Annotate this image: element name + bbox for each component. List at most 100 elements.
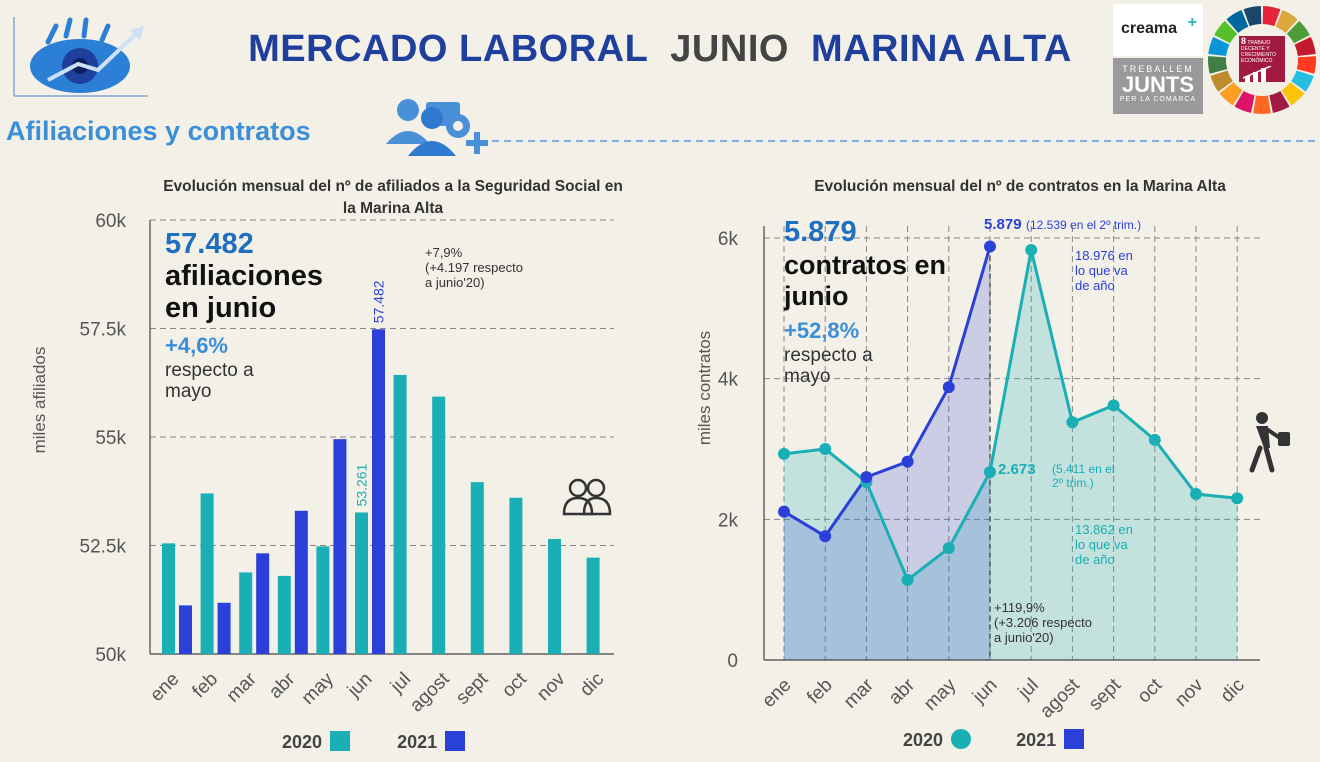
- chart-2-point-2021-jun: [984, 240, 996, 253]
- chart-2-trim-2020-1: (5.411 en el: [1052, 462, 1115, 476]
- chart-1-xtick: sept: [452, 668, 493, 709]
- chart-2-trim-2020: (5.411 en el 2º trim.): [1052, 462, 1115, 490]
- chart-2-ytd-2020-1: 13.862 en: [1075, 522, 1133, 537]
- sdg-wheel-segment: [1210, 70, 1233, 92]
- page-title: MERCADO LABORAL JUNIO MARINA ALTA: [0, 28, 1320, 71]
- chart-2-xtick: nov: [1171, 674, 1208, 711]
- chart-2-line-2021: [783, 246, 992, 539]
- sdg-wheel-segment: [1226, 10, 1249, 33]
- chart-2-ytd-2020-3: de año: [1075, 552, 1115, 567]
- junts-line-1: TREBALLEM: [1122, 64, 1194, 74]
- chart-2-pct-text-1: respecto a: [784, 345, 873, 366]
- chart-1-big-text-2: en junio: [165, 292, 277, 324]
- section-title: Afiliaciones y contratos: [6, 116, 311, 146]
- chart-1-bar-2021-abr: [294, 510, 308, 654]
- chart-2-xtick: abr: [885, 674, 920, 709]
- chart-2-xtick: jun: [968, 675, 1001, 708]
- eye-logo-icon: [13, 17, 148, 97]
- chart-1-xtick: ene: [146, 669, 183, 706]
- junts-line-2: JUNTS: [1121, 72, 1195, 97]
- chart-1-xtick: jun: [343, 669, 376, 702]
- sdg-wheel-segment: [1286, 20, 1310, 44]
- chart-2-ytick: 2k: [718, 510, 739, 531]
- chart-2-ytd-2020: 13.862 en lo que va de año: [1075, 522, 1133, 567]
- chart-1-bar-2021-may: [333, 439, 347, 654]
- chart-1-legend: 2020 2021: [282, 731, 466, 753]
- chart-2-headline: 5.879 contratos en junio +52,8% respecto…: [784, 216, 947, 387]
- chart-2-xtick: mar: [840, 674, 878, 712]
- section-divider: [492, 140, 1318, 142]
- legend-swatch-2020-dot: [951, 729, 972, 749]
- chart-1-xtick: nov: [533, 668, 570, 705]
- chart-1-bar-2020-nov: [548, 538, 561, 654]
- chart-1-bar-2020-agost: [432, 396, 446, 654]
- chart-2-big-text-1: contratos en: [784, 250, 947, 280]
- chart-1-bar-2021-ene: [179, 605, 192, 654]
- chart-2-ytd-2021-3: de año: [1075, 278, 1115, 293]
- chart-1-pct: +4,6%: [165, 333, 228, 358]
- chart-2-ytick: 4k: [718, 370, 739, 391]
- worker-walking-icon: [1249, 412, 1290, 473]
- chart-2-legend: 2020 2021: [903, 729, 1085, 751]
- chart-1-bar-2021-feb: [217, 602, 231, 654]
- people-outline-icon: [562, 478, 612, 516]
- chart-2-big-text-2: junio: [784, 281, 849, 311]
- chart-1-ytick: 52.5k: [80, 537, 127, 558]
- sdg-wheel-segment: [1253, 95, 1271, 114]
- sdg-wheel-segment: [1243, 6, 1262, 27]
- people-settings-icon: [386, 99, 488, 156]
- chart-1-xtick: feb: [189, 669, 223, 703]
- chart-2-ytick: 0: [727, 651, 738, 672]
- chart-1-yoy-1: +7,9%: [425, 245, 463, 260]
- chart-2-xtick: agost: [1036, 674, 1084, 720]
- chart-2-pct-text-2: mayo: [784, 366, 831, 387]
- sdg-wheel-segment: [1262, 6, 1281, 27]
- chart-1-yoy-2: (+4.197 respecto: [425, 260, 523, 275]
- chart-1-title: Evolución mensual del nº de afiliados a …: [163, 178, 623, 217]
- creama-logo: creama +: [1113, 4, 1203, 56]
- chart-2-point-2020-may: [942, 542, 955, 555]
- sdg-8-badge: 8 TRABAJO DECENTE Y CRECIMIENTO ECONÓMIC…: [1239, 36, 1285, 82]
- chart-2-point-2021-may: [942, 381, 955, 394]
- chart-1-bar-2020-mar: [239, 572, 253, 654]
- chart-1-bar-label-2020-jun: 53.261: [354, 463, 370, 506]
- chart-2-xtick: sept: [1085, 674, 1126, 715]
- chart-2-trim-2020-2: 2º trim.): [1052, 476, 1094, 490]
- sdg-8-number: 8: [1241, 36, 1247, 46]
- sdg-wheel-segment: [1208, 56, 1228, 74]
- sdg-wheel-segment: [1281, 82, 1305, 106]
- chart-2-point-2020-sept: [1107, 399, 1120, 412]
- chart-1-big-number: 57.482: [165, 228, 254, 260]
- chart-2-2020-jun-label: 2.673: [998, 461, 1036, 479]
- chart-2-ytd-2021: 18.976 en lo que va de año: [1075, 248, 1133, 293]
- chart-2-point-2020-agost: [1066, 416, 1079, 429]
- chart-2-pct: +52,8%: [784, 318, 860, 343]
- chart-1-xtick: agost: [406, 668, 454, 716]
- chart-2-big-number: 5.879: [784, 216, 857, 248]
- title-part-3: MARINA ALTA: [810, 28, 1072, 70]
- chart-1-ytick: 55k: [95, 428, 126, 449]
- chart-1-bar-2020-abr: [277, 575, 291, 654]
- chart-2-point-2021-mar: [860, 471, 873, 484]
- chart-2-point-2021-feb: [819, 530, 832, 543]
- chart-1-ytick: 60k: [95, 211, 126, 232]
- legend-swatch-2020: [330, 731, 351, 751]
- chart-2-point-2021-ene: [778, 505, 790, 518]
- sdg-wheel-segment: [1219, 82, 1243, 106]
- sdg-wheel-segment: [1275, 10, 1298, 33]
- chart-1-bar-2020-sept: [470, 482, 484, 654]
- chart-2-legend-2021: 2021: [1016, 730, 1057, 750]
- chart-1-headline: 57.482 afiliaciones en junio +4,6% respe…: [165, 228, 323, 402]
- chart-2-xtick: feb: [803, 675, 837, 709]
- chart-1-yoy-3: a junio'20): [425, 275, 485, 290]
- chart-1-bar-2021-jun: [372, 329, 385, 654]
- chart-1-bar-label-2021-jun: 57.482: [371, 280, 387, 323]
- sdg-wheel-icon: [1208, 6, 1316, 114]
- legend-swatch-2021: [445, 731, 466, 751]
- sdg-wheel-segment: [1269, 90, 1290, 113]
- chart-1-bar-2020-dic: [586, 557, 600, 654]
- chart-2-2020-jun-value: 2.673: [998, 461, 1036, 478]
- chart-2-peak-value: 5.879: [984, 216, 1022, 233]
- chart-2-legend-2020: 2020: [903, 730, 944, 750]
